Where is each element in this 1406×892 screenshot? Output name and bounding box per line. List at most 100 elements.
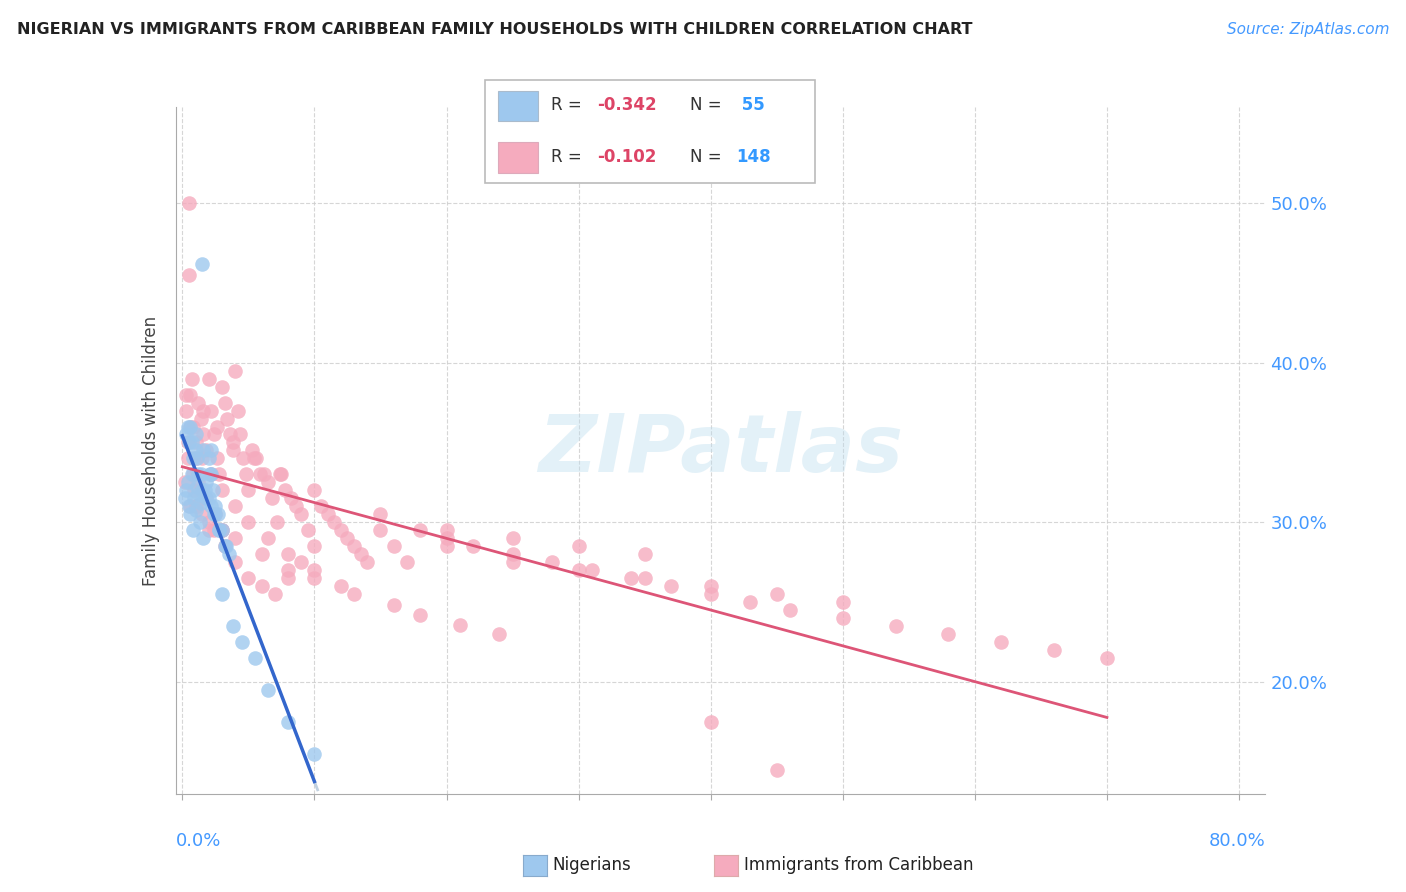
Text: N =: N = xyxy=(690,148,727,166)
Point xyxy=(249,467,271,482)
Point xyxy=(382,599,405,613)
Point xyxy=(184,500,207,514)
Point xyxy=(191,256,214,270)
Point xyxy=(633,547,655,561)
Point xyxy=(193,531,215,545)
Point xyxy=(180,435,202,450)
Text: 80.0%: 80.0% xyxy=(1209,831,1265,850)
Point xyxy=(235,467,257,482)
Point xyxy=(304,747,326,761)
Point xyxy=(343,587,366,601)
Point xyxy=(990,635,1012,649)
Point xyxy=(336,531,359,545)
Point xyxy=(269,467,291,482)
Point xyxy=(208,524,231,538)
Point xyxy=(436,539,458,553)
FancyBboxPatch shape xyxy=(498,142,538,173)
Text: R =: R = xyxy=(551,148,588,166)
Point xyxy=(177,500,200,514)
Point xyxy=(193,427,215,442)
Point xyxy=(183,491,205,506)
Point xyxy=(304,483,326,498)
Point xyxy=(502,531,524,545)
Point xyxy=(329,524,352,538)
Point xyxy=(202,524,225,538)
Point xyxy=(179,508,201,522)
Point xyxy=(188,516,211,530)
Point xyxy=(221,619,243,633)
Point xyxy=(179,387,201,401)
Point xyxy=(226,403,249,417)
Point xyxy=(181,419,204,434)
Text: Source: ZipAtlas.com: Source: ZipAtlas.com xyxy=(1226,22,1389,37)
Point xyxy=(250,547,273,561)
Point xyxy=(224,363,246,377)
Point xyxy=(184,435,207,450)
Point xyxy=(195,475,218,490)
Point xyxy=(699,587,721,601)
Point xyxy=(436,524,458,538)
Point xyxy=(541,555,564,569)
Point xyxy=(224,531,246,545)
Point xyxy=(187,395,209,409)
Point xyxy=(205,451,228,466)
Point xyxy=(177,195,200,210)
Point xyxy=(181,467,204,482)
Point xyxy=(1095,651,1118,665)
Point xyxy=(449,617,471,632)
Point xyxy=(257,531,280,545)
Point xyxy=(290,508,312,522)
Point xyxy=(177,435,200,450)
Point xyxy=(176,403,198,417)
Point xyxy=(211,524,233,538)
Text: N =: N = xyxy=(690,96,727,114)
Text: 148: 148 xyxy=(737,148,770,166)
Point xyxy=(245,451,267,466)
Point xyxy=(266,516,288,530)
Point xyxy=(179,419,201,434)
Point xyxy=(191,451,214,466)
Point xyxy=(211,587,233,601)
Point xyxy=(568,539,591,553)
Point xyxy=(232,451,254,466)
Text: 0.0%: 0.0% xyxy=(176,831,221,850)
Point xyxy=(238,571,260,585)
Point xyxy=(197,516,219,530)
Point xyxy=(779,603,801,617)
Text: Nigerians: Nigerians xyxy=(553,856,631,874)
Y-axis label: Family Households with Children: Family Households with Children xyxy=(142,316,160,585)
Point xyxy=(323,516,346,530)
Point xyxy=(316,508,339,522)
Point xyxy=(659,579,682,593)
Point xyxy=(224,500,246,514)
Point xyxy=(187,467,209,482)
Point xyxy=(174,475,197,490)
Point xyxy=(297,524,319,538)
Point xyxy=(176,483,198,498)
Point xyxy=(217,411,239,425)
Point xyxy=(211,483,233,498)
Point xyxy=(488,627,510,641)
Point xyxy=(184,427,207,442)
Point xyxy=(198,467,221,482)
Point xyxy=(176,427,198,442)
Point xyxy=(204,508,226,522)
Point xyxy=(221,435,243,450)
Point xyxy=(180,371,202,385)
Point xyxy=(202,508,225,522)
Point xyxy=(176,451,198,466)
Point xyxy=(461,539,484,553)
Point xyxy=(191,508,214,522)
Point xyxy=(231,635,253,649)
Point xyxy=(740,595,762,609)
Point xyxy=(200,467,222,482)
Point xyxy=(224,555,246,569)
Text: NIGERIAN VS IMMIGRANTS FROM CARIBBEAN FAMILY HOUSEHOLDS WITH CHILDREN CORRELATIO: NIGERIAN VS IMMIGRANTS FROM CARIBBEAN FA… xyxy=(17,22,973,37)
Point xyxy=(195,491,218,506)
Point xyxy=(187,486,209,500)
Point xyxy=(229,427,252,442)
Point xyxy=(395,555,418,569)
Point xyxy=(191,483,214,498)
Point xyxy=(568,563,591,577)
Point xyxy=(190,411,212,425)
